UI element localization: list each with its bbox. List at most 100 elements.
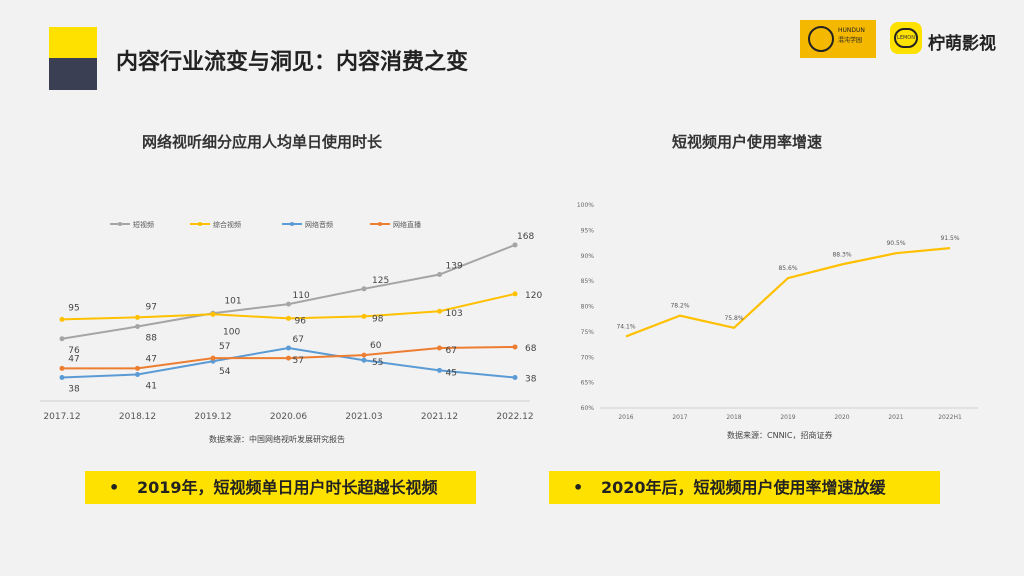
chart2-data-label: 85.6% [778, 265, 797, 272]
callout-left-text: 2019年，短视频单日用户时长超越长视频 [137, 478, 438, 497]
chart2-data-label: 78.2% [670, 303, 689, 310]
chart1-data-label: 103 [446, 309, 463, 319]
chart1-legend-label: 短视频 [133, 220, 154, 229]
chart2-data-label: 88.3% [832, 251, 851, 258]
chart1-data-point [512, 291, 518, 297]
chart1-x-tick-label: 2021.12 [421, 412, 458, 422]
chart1-data-point [286, 301, 291, 307]
chart1-legend-label: 网络直播 [393, 220, 421, 229]
chart1-data-label: 57 [219, 342, 230, 352]
chart2-data-label: 75.8% [724, 315, 743, 322]
chart1-data-label: 54 [219, 367, 231, 377]
chart1-data-point [361, 286, 367, 292]
chart1-data-label: 67 [293, 335, 304, 345]
chart1-data-point [286, 345, 291, 351]
chart1-x-tick-label: 2020.06 [270, 412, 307, 422]
chart1-data-label: 41 [146, 381, 157, 391]
chart2-x-tick-label: 2017 [672, 414, 687, 421]
chart1-data-label: 88 [146, 334, 158, 344]
chart1-data-point [135, 314, 140, 320]
chart1-data-point [361, 352, 367, 358]
chart1-data-point [286, 355, 291, 361]
chart1-legend-label: 网络音频 [305, 220, 333, 229]
callout-right: • 2020年后，短视频用户使用率增速放缓 [549, 471, 940, 504]
chart1-data-point [135, 324, 140, 330]
chart1-data-label: 168 [517, 232, 534, 242]
chart2-y-tick-label: 85% [581, 278, 595, 285]
chart1-data-label: 47 [68, 354, 79, 364]
chart1-data-point [59, 316, 65, 322]
chart1-data-point [135, 365, 140, 371]
chart1-x-tick-label: 2019.12 [194, 412, 231, 422]
chart2-data-label: 74.1% [616, 323, 635, 330]
chart1-legend-marker [118, 222, 122, 226]
chart1-x-tick-label: 2018.12 [119, 412, 156, 422]
chart2-data-label: 90.5% [886, 240, 905, 247]
chart1-data-label: 38 [525, 375, 537, 385]
chart1-data-point [210, 355, 216, 361]
chart2-title: 短视频用户使用率增速 [672, 133, 823, 151]
chart2-y-tick-label: 65% [581, 380, 595, 387]
chart1-data-point [59, 375, 65, 381]
chart1-usage-duration: 2017.12 2018.12 2019.12 2020.06 2021.03 2021.… [40, 220, 542, 422]
chart2-x-tick-label: 2019 [780, 414, 795, 421]
chart1-data-point [286, 315, 291, 321]
chart1-data-point [59, 365, 65, 371]
lemon-logo-name: 柠萌影视 [928, 34, 996, 54]
callout-right-bullet: • [573, 478, 584, 497]
chart1-data-point [512, 344, 518, 350]
chart2-data-label: 91.5% [940, 235, 959, 242]
chart1-data-label: 101 [224, 296, 241, 306]
chart1-data-point [437, 345, 442, 351]
chart2-y-tick-label: 95% [581, 227, 595, 234]
chart2-y-tick-label: 80% [581, 304, 595, 311]
chart1-data-point [59, 336, 65, 342]
chart1-data-point [437, 308, 442, 314]
chart1-data-label: 97 [146, 302, 157, 312]
callout-left: • 2019年，短视频单日用户时长超越长视频 [85, 471, 476, 504]
chart1-data-point [437, 272, 442, 278]
chart2-x-tick-label: 2018 [726, 414, 741, 421]
chart1-data-label: 110 [293, 291, 310, 301]
chart2-y-tick-label: 100% [577, 202, 594, 209]
chart2-x-tick-label: 2020 [834, 414, 849, 421]
decor-dark-block [49, 58, 97, 90]
chart1-data-label: 67 [446, 346, 457, 356]
chart2-usage-rate: 60% 65% 70% 75% 80% 85% 90% 95% 100% 2016 2017 2018… [577, 202, 978, 421]
chart1-data-label: 96 [295, 316, 307, 326]
chart1-data-label: 47 [146, 354, 157, 364]
chart2-y-tick-label: 90% [581, 253, 595, 260]
chart1-data-point [210, 311, 216, 317]
chart2-y-tick-label: 75% [581, 329, 595, 336]
chart2-x-tick-label: 2022H1 [938, 414, 962, 421]
chart1-data-label: 60 [370, 341, 382, 351]
lemon-logo-icon: LEMON [890, 22, 922, 54]
chart1-legend-marker [290, 222, 294, 226]
chart1-data-label: 125 [372, 276, 389, 286]
chart1-series-line [61, 244, 516, 340]
chart1-source: 数据来源：中国网络视听发展研究报告 [209, 435, 345, 444]
chart2-x-tick-label: 2021 [888, 414, 903, 421]
chart1-data-point [437, 367, 442, 373]
chart1-data-label: 57 [293, 356, 304, 366]
decor-yellow-block [49, 27, 97, 58]
chart1-title: 网络视听细分应用人均单日使用时长 [142, 133, 383, 151]
chart1-data-label: 139 [446, 262, 463, 272]
chart1-data-label: 38 [68, 385, 80, 395]
hundun-logo: HUNDUN 混沌学园 [800, 20, 876, 58]
chart2-y-tick-label: 70% [581, 354, 595, 361]
page-title: 内容行业流变与洞见：内容消费之变 [116, 50, 469, 75]
chart2-series-line [625, 247, 951, 338]
chart1-data-label: 100 [223, 327, 240, 337]
chart1-data-label: 68 [525, 344, 537, 354]
chart2-y-tick-label: 60% [581, 405, 595, 412]
callout-right-text: 2020年后，短视频用户使用率增速放缓 [601, 478, 886, 497]
chart1-x-tick-label: 2017.12 [43, 412, 80, 422]
chart2-x-tick-label: 2016 [618, 414, 633, 421]
chart1-data-label: 95 [68, 303, 79, 313]
chart1-data-label: 76 [68, 346, 80, 356]
chart1-data-point [135, 371, 140, 377]
chart1-legend-label: 综合视频 [213, 220, 241, 229]
callout-left-bullet: • [109, 478, 120, 497]
chart1-data-label: 45 [446, 368, 457, 378]
